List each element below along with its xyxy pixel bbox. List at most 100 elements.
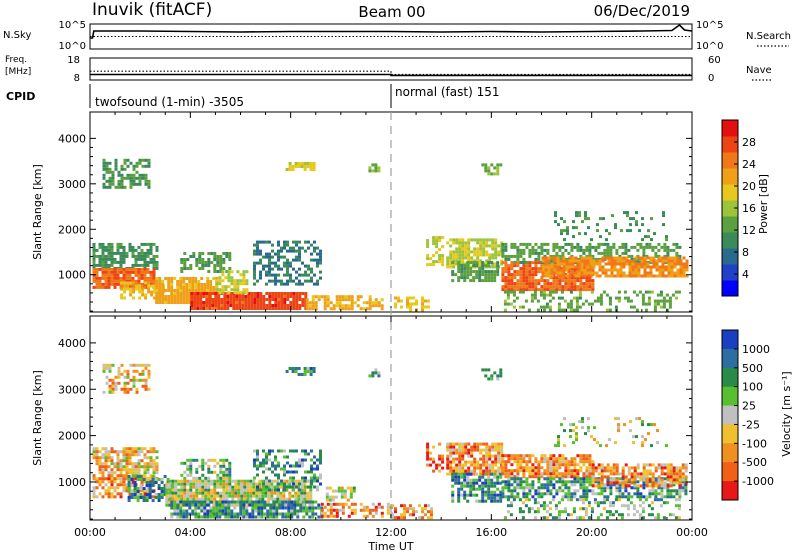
beam-title: Beam 00: [358, 3, 425, 21]
nsky-left-tick-top: 10^5: [59, 20, 86, 31]
velocity-cbar-swatch-7: [722, 462, 738, 482]
velocity-ylabel: Slant Range [km]: [31, 370, 44, 466]
nave-line: [90, 70, 692, 76]
velocity-cbar-tick-7: -1000: [742, 475, 774, 488]
power-cbar-tick-4: 20: [742, 180, 756, 193]
power-ytick-1: 2000: [58, 223, 86, 236]
velocity-region-15: [451, 472, 503, 503]
power-colorbar-label: Power [dB]: [757, 174, 770, 234]
velocity-region-19: [591, 463, 688, 488]
power-region-9: [285, 162, 316, 171]
velocity-region-6: [180, 458, 232, 480]
velocity-ytick-0: 1000: [58, 476, 86, 489]
power-cbar-swatch-1: [722, 264, 738, 281]
velocity-region-21: [554, 417, 668, 448]
velocity-cbar-swatch-6: [722, 443, 738, 463]
cpid-label: CPID: [6, 90, 35, 103]
power-region-19: [541, 256, 689, 278]
nsky-left-tick-bottom: 10^0: [59, 41, 86, 52]
velocity-cbar-tick-4: -25: [742, 418, 760, 431]
velocity-region-11: [368, 368, 381, 378]
velocity-cbar-swatch-2: [722, 367, 738, 388]
power-cbar-tick-6: 28: [742, 136, 756, 149]
velocity-cbar-swatch-5: [722, 424, 738, 444]
velocity-region-7: [253, 449, 322, 492]
velocity-region-0: [92, 447, 159, 481]
velocity-cbar-swatch-8: [722, 481, 738, 501]
power-cbar-swatch-5: [722, 200, 738, 217]
velocity-cbar-tick-6: -500: [742, 456, 767, 469]
nsky-label: N.Sky: [3, 30, 31, 41]
power-cbar-tick-3: 16: [742, 202, 756, 215]
freq-right-tick-bottom: 0: [708, 73, 714, 84]
velocity-region-2: [127, 475, 173, 502]
velocity-region-9: [325, 486, 356, 502]
freq-left-tick-bottom: 8: [74, 73, 80, 84]
power-region-3: [102, 158, 151, 189]
time-tick-4: 16:00: [475, 526, 507, 539]
velocity-cbar-tick-5: -100: [742, 437, 767, 450]
velocity-region-10: [320, 502, 393, 518]
power-region-5: [190, 292, 308, 310]
power-cbar-swatch-7: [722, 168, 738, 185]
nave-label: Nave: [746, 65, 772, 76]
power-cbar-swatch-9: [722, 136, 738, 153]
velocity-region-14: [446, 442, 504, 476]
power-cbar-tick-2: 12: [742, 224, 756, 237]
power-region-21: [554, 211, 668, 242]
velocity-ytick-3: 4000: [58, 337, 86, 350]
velocity-region-8: [285, 367, 316, 376]
power-axes: 1000 2000 3000 4000: [58, 112, 693, 312]
velocity-cbar-swatch-0: [722, 330, 738, 350]
date-title: 06/Dec/2019: [594, 2, 690, 20]
power-region-7: [215, 270, 249, 295]
time-tick-6: 00:00: [676, 526, 708, 539]
velocity-region-17: [501, 454, 595, 479]
velocity-cbar-swatch-3: [722, 386, 738, 407]
power-region-10: [305, 295, 384, 311]
time-tick-0: 00:00: [74, 526, 106, 539]
power-cbar-swatch-6: [722, 184, 738, 201]
velocity-cbar-swatch-4: [722, 405, 738, 425]
freq-label-line2: [MHz]: [5, 67, 31, 77]
power-heatmap: [92, 158, 689, 312]
power-cbar-swatch-2: [722, 248, 738, 265]
nsky-line: [90, 23, 693, 39]
velocity-region-5: [170, 500, 324, 519]
freq-left-tick-top: 18: [67, 55, 80, 66]
velocity-cbar-tick-3: 25: [742, 400, 756, 413]
nsky-right-tick-bottom: 10^0: [696, 41, 723, 52]
velocity-heatmap: [92, 363, 688, 520]
velocity-region-12: [391, 504, 433, 520]
power-region-15: [451, 261, 500, 283]
velocity-region-13: [426, 442, 445, 473]
freq-right-tick-top: 60: [708, 55, 721, 66]
power-cbar-swatch-10: [722, 120, 738, 137]
velocity-ytick-1: 2000: [58, 430, 86, 443]
power-cbar-swatch-8: [722, 152, 738, 169]
freq-label-line1: Freq.: [5, 55, 27, 65]
power-ytick-3: 4000: [58, 132, 86, 145]
nsky-right-tick-top: 10^5: [696, 20, 723, 31]
velocity-cbar-tick-2: 100: [742, 381, 763, 394]
cpid-segment-1: twofsound (1-min) -3505: [95, 95, 244, 109]
power-cbar-tick-1: 8: [742, 246, 749, 259]
power-cbar-swatch-0: [722, 280, 738, 297]
velocity-region-3: [102, 363, 151, 394]
power-cbar-swatch-3: [722, 232, 738, 249]
time-tick-1: 04:00: [174, 526, 206, 539]
power-region-12: [394, 296, 430, 312]
time-axis-label: Time UT: [367, 540, 413, 553]
power-cbar-tick-0: 4: [742, 268, 749, 281]
power-region-16: [481, 163, 503, 176]
velocity-colorbar: 1000 500 100 25 -25 -100 -500 -1000: [721, 329, 774, 501]
time-tick-2: 08:00: [275, 526, 307, 539]
power-region-8: [253, 240, 322, 286]
velocity-ytick-2: 3000: [58, 383, 86, 396]
time-tick-5: 20:00: [576, 526, 608, 539]
cpid-segment-2: normal (fast) 151: [395, 85, 499, 99]
power-cbar-swatch-4: [722, 216, 738, 233]
velocity-axes: 1000 2000 3000 4000 00:00 04:00 08:00 12:00 16:0…: [58, 316, 708, 539]
power-ytick-0: 1000: [58, 269, 86, 282]
